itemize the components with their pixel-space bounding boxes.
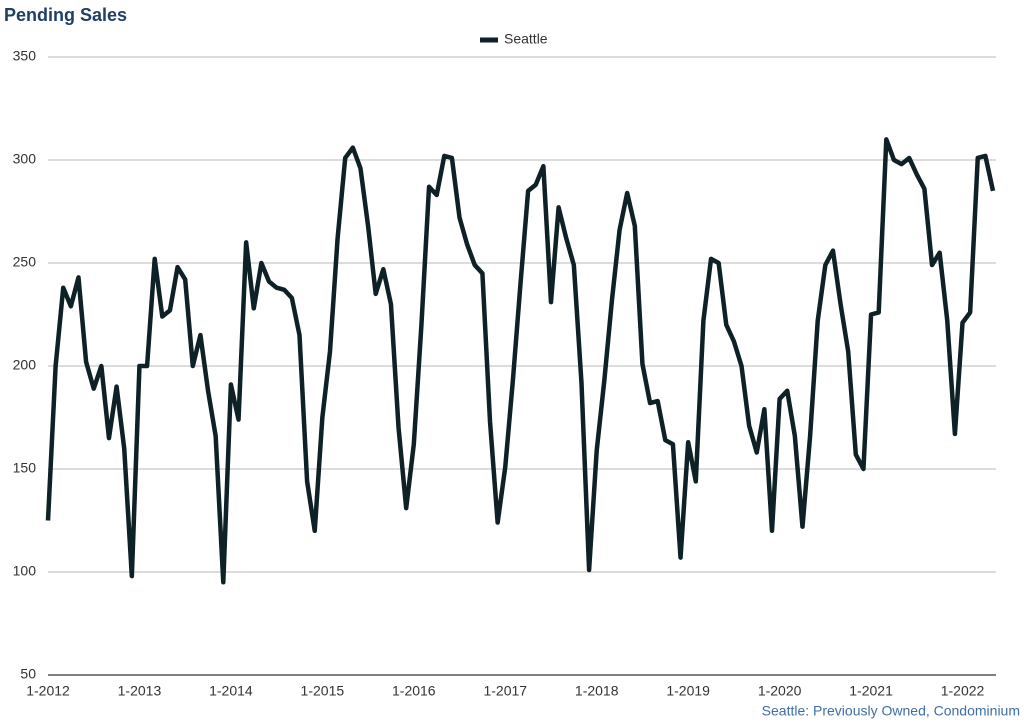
y-tick-label: 200 (13, 357, 37, 373)
y-tick-label: 350 (13, 48, 37, 64)
y-tick-label: 50 (20, 666, 36, 682)
x-tick-label: 1-2013 (118, 683, 162, 699)
x-tick-label: 1-2016 (392, 683, 436, 699)
x-tick-label: 1-2012 (26, 683, 70, 699)
x-tick-label: 1-2014 (209, 683, 253, 699)
x-tick-label: 1-2019 (666, 683, 710, 699)
x-tick-label: 1-2021 (849, 683, 893, 699)
y-tick-label: 300 (13, 151, 37, 167)
y-tick-label: 150 (13, 460, 37, 476)
legend-label: Seattle (504, 31, 548, 47)
footnote: Seattle: Previously Owned, Condominium (762, 703, 1020, 719)
x-tick-label: 1-2015 (301, 683, 345, 699)
line-series (45, 137, 996, 585)
y-tick-label: 100 (13, 563, 37, 579)
x-tick-label: 1-2017 (483, 683, 527, 699)
x-tick-label: 1-2022 (941, 683, 985, 699)
y-tick-label: 250 (13, 254, 37, 270)
x-tick-label: 1-2020 (758, 683, 802, 699)
chart-title: Pending Sales (4, 5, 127, 25)
x-tick-label: 1-2018 (575, 683, 619, 699)
